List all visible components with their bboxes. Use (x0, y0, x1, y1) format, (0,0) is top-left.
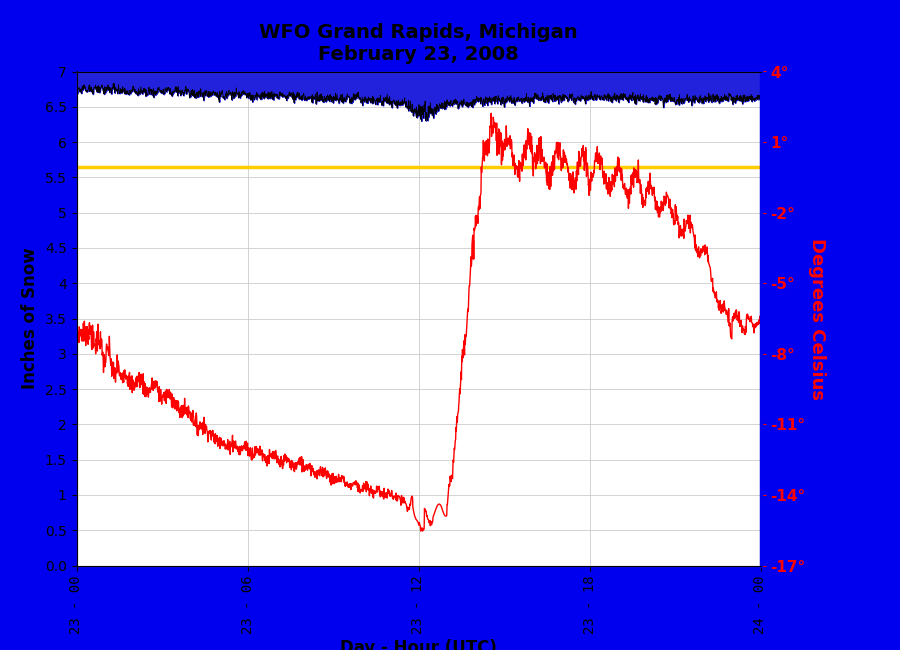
Y-axis label: Degrees Celsius: Degrees Celsius (808, 237, 826, 400)
X-axis label: Day - Hour (UTC): Day - Hour (UTC) (340, 640, 497, 650)
Y-axis label: Inches of Snow: Inches of Snow (22, 248, 40, 389)
Title: WFO Grand Rapids, Michigan
February 23, 2008: WFO Grand Rapids, Michigan February 23, … (259, 23, 578, 64)
